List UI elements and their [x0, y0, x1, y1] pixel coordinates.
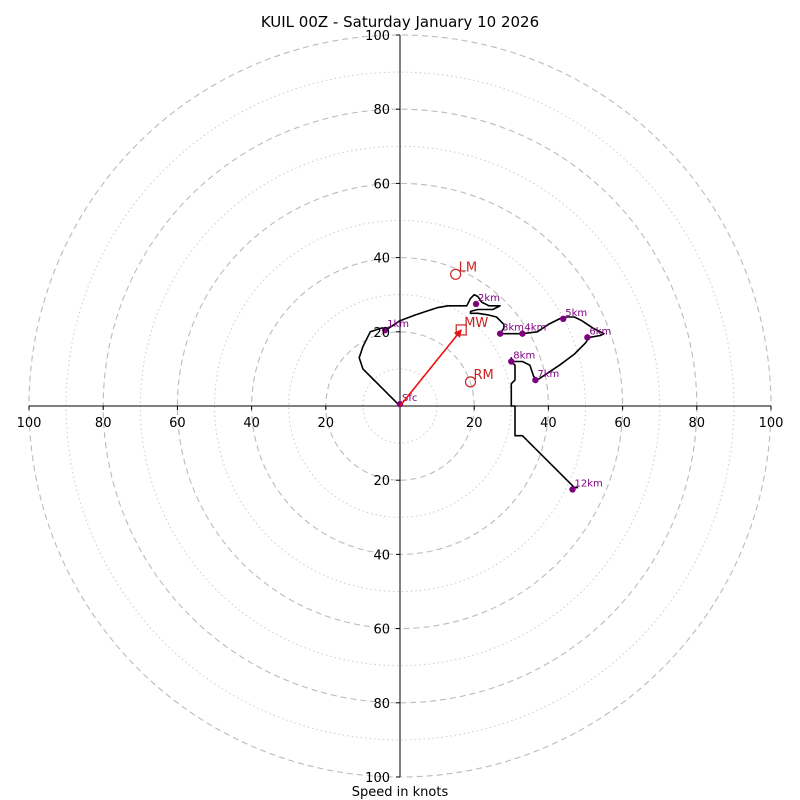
- height-marker-2km: [472, 300, 480, 308]
- height-label-2km: 2km: [478, 293, 500, 304]
- height-label-6km: 6km: [589, 326, 611, 337]
- y-tick-label: 40: [373, 548, 390, 563]
- height-marker-7km: [532, 376, 539, 384]
- y-tick-label: 80: [373, 697, 390, 712]
- chart-title: KUIL 00Z - Saturday January 10 2026: [261, 13, 539, 31]
- x-tick-label: 60: [169, 416, 186, 431]
- height-label-7km: 7km: [537, 369, 559, 380]
- y-tick-label: 20: [373, 474, 390, 489]
- rm-marker: [464, 376, 477, 388]
- rm-label: RM: [473, 368, 493, 383]
- height-marker-4km: [519, 330, 526, 337]
- height-label-12km: 12km: [575, 478, 603, 489]
- tick-label-layer: 100 80 60 40 20 20 40 60 80 100 100 80 60 40 20 20 40 60 8…: [17, 29, 784, 786]
- height-label-8km: 8km: [513, 350, 535, 361]
- height-marker-8km: [508, 358, 515, 365]
- x-tick-label: 100: [759, 416, 784, 431]
- height-label-sfc: Sfc: [402, 393, 417, 404]
- x-tick-label: 80: [689, 416, 706, 431]
- x-tick-label: 40: [540, 416, 557, 431]
- y-tick-label: 100: [365, 771, 390, 786]
- storm-motion-layer: LM RM MW: [399, 260, 494, 407]
- height-label-4km: 4km: [524, 323, 546, 334]
- height-marker-1km: [381, 326, 389, 334]
- y-tick-label: 100: [365, 29, 390, 44]
- height-label-1km: 1km: [387, 319, 409, 330]
- y-tick-label: 40: [373, 252, 390, 267]
- shear-arrow: [399, 329, 462, 407]
- height-marker-5km: [560, 315, 567, 323]
- x-tick-label: 20: [318, 416, 335, 431]
- y-tick-label: 60: [373, 177, 390, 192]
- x-tick-label: 60: [614, 416, 631, 431]
- height-marker-sfc: [396, 400, 404, 408]
- x-tick-label: 20: [466, 416, 483, 431]
- mw-marker: [455, 324, 467, 336]
- x-tick-label: 80: [95, 416, 112, 431]
- y-tick-label: 80: [373, 103, 390, 118]
- height-marker-12km: [569, 486, 576, 493]
- x-tick-label: 100: [17, 416, 42, 431]
- height-marker-3km: [496, 330, 504, 337]
- height-label-3km: 3km: [502, 323, 524, 334]
- mw-label: MW: [464, 316, 488, 331]
- lm-label: LM: [459, 260, 477, 275]
- height-marker-6km: [584, 334, 591, 341]
- x-tick-label: 40: [243, 416, 260, 431]
- y-tick-label: 20: [373, 326, 390, 341]
- x-axis-label: Speed in knots: [352, 785, 449, 800]
- height-label-5km: 5km: [565, 308, 587, 319]
- y-tick-label: 60: [373, 623, 390, 638]
- lm-marker: [450, 268, 462, 280]
